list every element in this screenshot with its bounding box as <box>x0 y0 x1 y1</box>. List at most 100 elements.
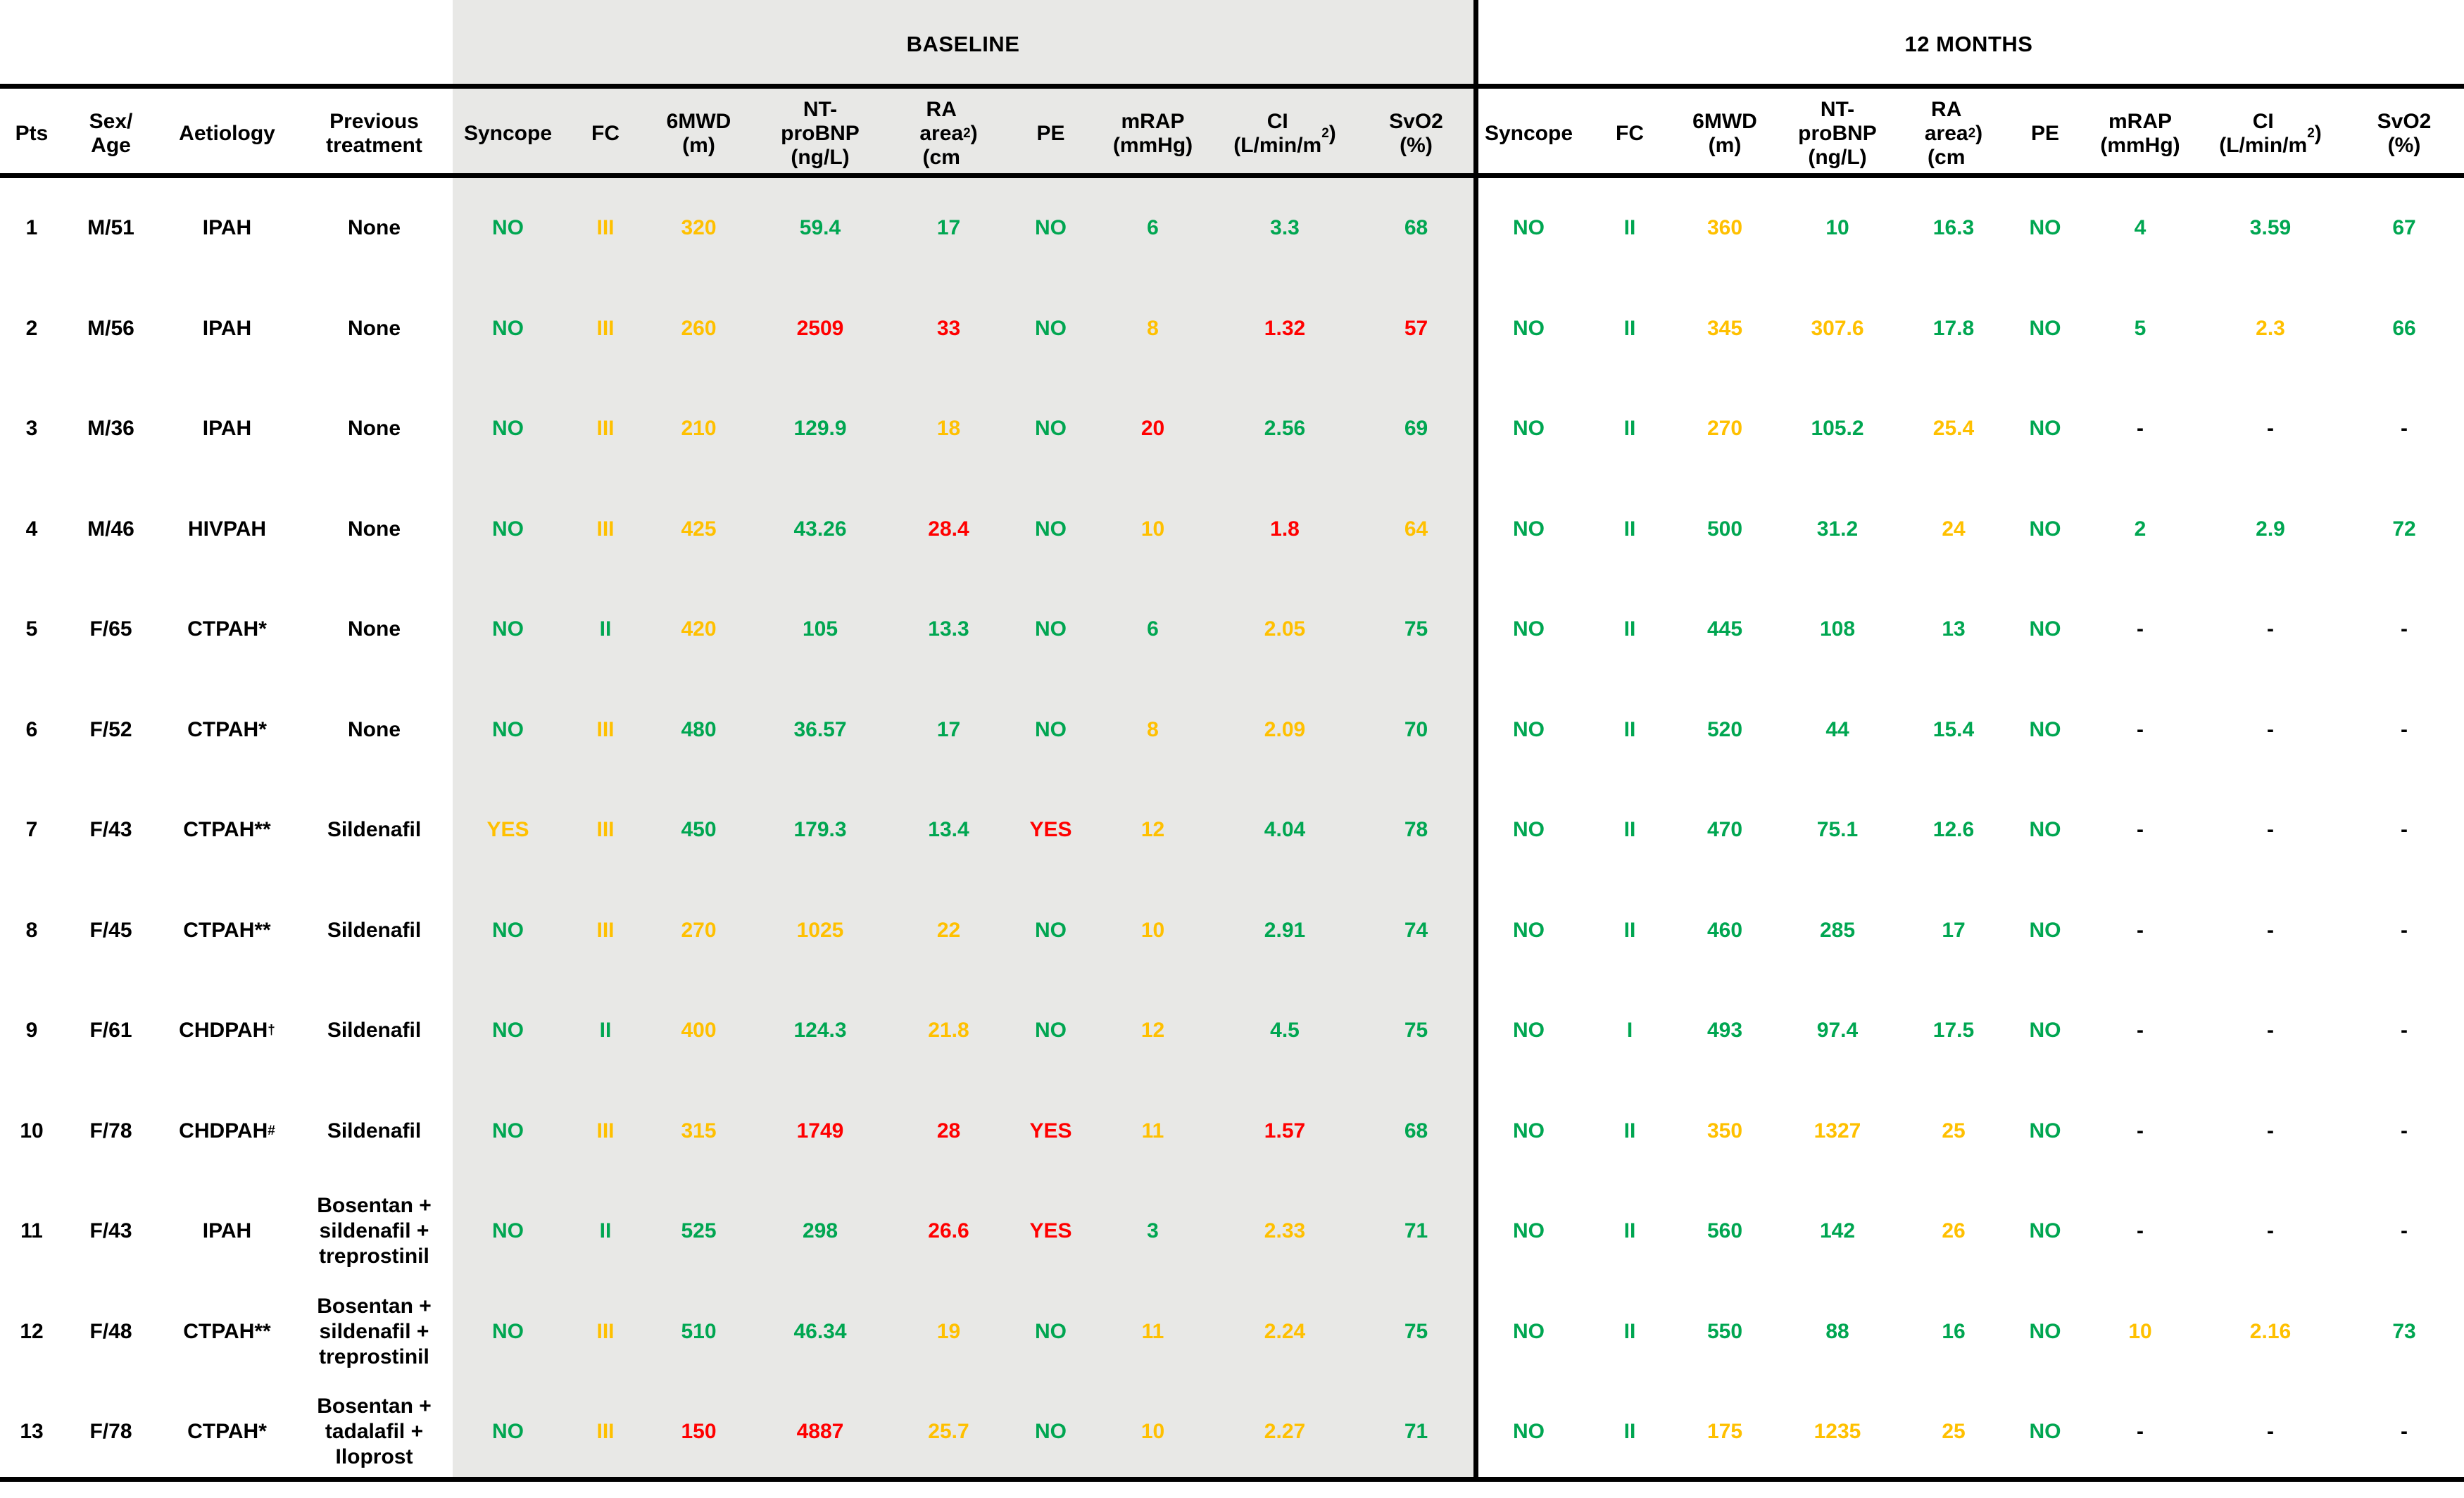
baseline-ntprobnp-value: 43.26 <box>793 517 847 541</box>
patient-number: 5 <box>25 617 38 641</box>
months12-ra-area-value: 13 <box>1942 617 1966 641</box>
months12-pe-value: NO <box>2029 617 2061 641</box>
months12-fc-value: II <box>1623 918 1636 942</box>
months12-fc-value: II <box>1623 1420 1636 1444</box>
baseline-6mwd-value: 480 <box>681 717 717 741</box>
patient-number: 13 <box>20 1420 44 1444</box>
baseline-ra-area-value: 13.3 <box>928 617 969 641</box>
months12-svo2-value: - <box>2401 617 2408 641</box>
months12-syncope-value: NO <box>1513 417 1545 441</box>
baseline-fc-value: III <box>596 1420 615 1444</box>
baseline-ra-area-value: 13.4 <box>928 818 969 842</box>
baseline-ra-area-value: 19 <box>936 1319 961 1343</box>
months12-fc-value: II <box>1623 1219 1636 1243</box>
months12-ci-value: - <box>2267 1219 2274 1243</box>
months12-ra-area-value: 16.3 <box>1932 216 1975 240</box>
months12-column-header-fc: FC <box>1616 121 1644 145</box>
column-header-sex-age: Sex/ Age <box>89 109 133 157</box>
months12-fc-value: II <box>1623 617 1636 641</box>
patient-aetiology: CTPAH** <box>183 1319 271 1343</box>
patient-number: 7 <box>25 818 38 842</box>
months12-svo2-value: 73 <box>2392 1319 2416 1343</box>
patient-previous-treatment: Sildenafil <box>327 1119 422 1143</box>
baseline-ra-area-value: 22 <box>936 918 961 942</box>
baseline-pe-value: NO <box>1035 717 1067 741</box>
baseline-svo2-value: 75 <box>1404 1019 1428 1043</box>
baseline-ntprobnp-value: 59.4 <box>799 216 841 240</box>
baseline-column-header-fc: FC <box>591 121 620 145</box>
baseline-pe-value: NO <box>1035 216 1067 240</box>
baseline-ci-value: 4.5 <box>1270 1019 1300 1043</box>
patient-sex-age: F/43 <box>89 1219 132 1243</box>
months12-6mwd-value: 560 <box>1706 1219 1743 1243</box>
months12-ntprobnp-value: 142 <box>1819 1219 1856 1243</box>
patient-previous-treatment: Bosentan + sildenafil + treprostinil <box>317 1294 432 1368</box>
baseline-ra-area-value: 21.8 <box>928 1019 969 1043</box>
patient-previous-treatment: None <box>348 717 401 741</box>
months12-syncope-value: NO <box>1513 1219 1545 1243</box>
months12-6mwd-value: 460 <box>1706 918 1743 942</box>
patient-aetiology: CTPAH** <box>183 818 271 842</box>
baseline-ntprobnp-value: 105 <box>802 617 838 641</box>
baseline-mrap-value: 11 <box>1141 1119 1164 1143</box>
patient-sex-age: M/36 <box>87 417 134 441</box>
baseline-ntprobnp-value: 124.3 <box>793 1019 847 1043</box>
patient-aetiology: CHDPAH † <box>179 1019 275 1043</box>
baseline-6mwd-value: 270 <box>681 918 717 942</box>
patient-previous-treatment: None <box>348 517 401 541</box>
baseline-column-header-6mwd: 6MWD (m) <box>666 109 731 157</box>
months12-6mwd-value: 500 <box>1706 517 1743 541</box>
months12-ci-value: - <box>2267 918 2274 942</box>
baseline-6mwd-value: 260 <box>681 316 717 340</box>
months12-fc-value: II <box>1623 1319 1636 1343</box>
months12-6mwd-value: 350 <box>1706 1119 1743 1143</box>
months12-svo2-value: - <box>2401 1019 2408 1043</box>
patient-sex-age: F/61 <box>89 1019 132 1043</box>
baseline-svo2-value: 70 <box>1404 717 1428 741</box>
patient-aetiology: IPAH <box>202 316 252 340</box>
months12-ntprobnp-value: 31.2 <box>1816 517 1859 541</box>
baseline-ci-value: 2.91 <box>1264 918 1306 942</box>
baseline-fc-value: III <box>596 818 615 842</box>
baseline-fc-value: III <box>596 918 615 942</box>
months12-ra-area-value: 25 <box>1942 1420 1966 1444</box>
baseline-ntprobnp-value: 298 <box>802 1219 838 1243</box>
baseline-syncope-value: NO <box>492 216 524 240</box>
baseline-svo2-value: 71 <box>1404 1420 1428 1444</box>
baseline-pe-value: NO <box>1035 1420 1067 1444</box>
baseline-syncope-value: NO <box>492 1019 524 1043</box>
months12-ra-area-value: 26 <box>1942 1219 1966 1243</box>
months12-fc-value: II <box>1623 517 1636 541</box>
patient-sex-age: F/48 <box>89 1319 132 1343</box>
months12-ntprobnp-value: 75.1 <box>1816 818 1859 842</box>
months12-svo2-value: - <box>2401 918 2408 942</box>
months12-svo2-value: - <box>2401 818 2408 842</box>
months12-fc-value: II <box>1623 1119 1636 1143</box>
patient-sex-age: M/51 <box>87 216 134 240</box>
months12-6mwd-value: 493 <box>1706 1019 1743 1043</box>
months12-ci-value: 2.16 <box>2249 1319 2292 1343</box>
months12-svo2-value: 66 <box>2392 316 2416 340</box>
baseline-section-label: BASELINE <box>906 32 1020 56</box>
months12-svo2-value: 67 <box>2392 216 2416 240</box>
patient-previous-treatment: None <box>348 617 401 641</box>
months12-ra-area-value: 25 <box>1942 1119 1966 1143</box>
patient-number: 2 <box>25 316 38 340</box>
baseline-ra-area-value: 17 <box>936 717 961 741</box>
months12-pe-value: NO <box>2029 1420 2061 1444</box>
baseline-svo2-value: 64 <box>1404 517 1428 541</box>
months12-section-label: 12 MONTHS <box>1904 32 2033 56</box>
baseline-pe-value: NO <box>1035 918 1067 942</box>
patient-previous-treatment: Sildenafil <box>327 818 422 842</box>
months12-ci-value: 2.9 <box>2256 517 2285 541</box>
months12-svo2-value: - <box>2401 417 2408 441</box>
months12-ntprobnp-value: 10 <box>1825 216 1849 240</box>
baseline-column-header-ntprobnp: NT- proBNP (ng/L) <box>781 97 860 169</box>
baseline-syncope-value: YES <box>486 818 529 842</box>
months12-column-header-mrap: mRAP (mmHg) <box>2100 109 2180 157</box>
baseline-syncope-value: NO <box>492 1119 524 1143</box>
months12-fc-value: II <box>1623 216 1636 240</box>
months12-mrap-value: 2 <box>2134 517 2146 541</box>
patient-number: 12 <box>20 1319 44 1343</box>
baseline-6mwd-value: 510 <box>681 1319 717 1343</box>
